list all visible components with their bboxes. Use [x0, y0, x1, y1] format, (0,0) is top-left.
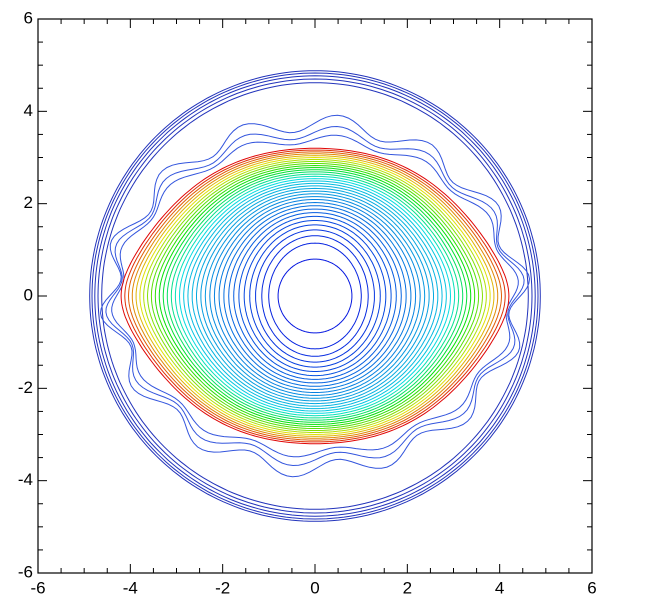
contour-line: [150, 163, 480, 429]
contour-line: [178, 178, 452, 414]
contour-layer: [89, 70, 541, 522]
contour-line: [101, 82, 529, 510]
contour-line: [143, 159, 487, 433]
contour-line: [255, 229, 375, 363]
contour-line: [99, 114, 531, 478]
x-tick-label: -2: [215, 578, 230, 597]
contour-line: [209, 196, 421, 396]
contour-line: [243, 220, 387, 372]
x-tick-label: 0: [310, 578, 319, 597]
contour-line: [162, 169, 468, 423]
contour-line: [261, 235, 369, 357]
contour-line: [268, 242, 362, 350]
contour-line: [249, 224, 381, 368]
contour-line: [170, 173, 460, 419]
contour-line: [166, 171, 464, 421]
contour-line: [223, 205, 407, 387]
contour-line: [111, 134, 519, 458]
contour-line: [158, 167, 472, 425]
contour-line: [277, 258, 353, 334]
contour-line: [191, 185, 439, 407]
contour-line: [127, 151, 503, 441]
y-tick-label: 2: [24, 193, 33, 212]
x-tick-label: -4: [123, 578, 138, 597]
contour-line: [89, 70, 541, 522]
contour-line: [183, 180, 447, 412]
contour-line: [91, 72, 539, 520]
contour-line: [146, 161, 484, 431]
y-tick-label: -2: [18, 378, 33, 397]
contour-line: [200, 190, 430, 402]
contour-line: [105, 125, 525, 467]
contour-line: [174, 175, 456, 417]
contour-line: [135, 155, 495, 437]
y-tick-label: -6: [18, 562, 33, 581]
y-tick-label: 4: [24, 101, 33, 120]
x-tick-label: 2: [403, 578, 412, 597]
contour-line: [124, 149, 506, 443]
contour-line: [238, 215, 392, 377]
contour-line: [154, 164, 476, 428]
contour-line: [187, 182, 443, 410]
x-tick-label: -6: [30, 578, 45, 597]
contour-line: [218, 201, 412, 391]
x-tick-label: 6: [587, 578, 596, 597]
contour-line: [228, 208, 402, 384]
y-tick-label: -4: [18, 470, 33, 489]
contour-line: [97, 78, 533, 514]
y-tick-label: 0: [24, 285, 33, 304]
contour-line: [204, 193, 426, 399]
x-tick-label: 4: [495, 578, 504, 597]
contour-line: [120, 147, 510, 445]
contour-line: [131, 153, 499, 439]
y-tick-label: 6: [24, 8, 33, 27]
contour-line: [196, 187, 434, 405]
contour-line: [213, 199, 417, 393]
contour-line: [139, 156, 491, 436]
contour-line: [94, 75, 536, 517]
contour-line: [233, 212, 397, 380]
